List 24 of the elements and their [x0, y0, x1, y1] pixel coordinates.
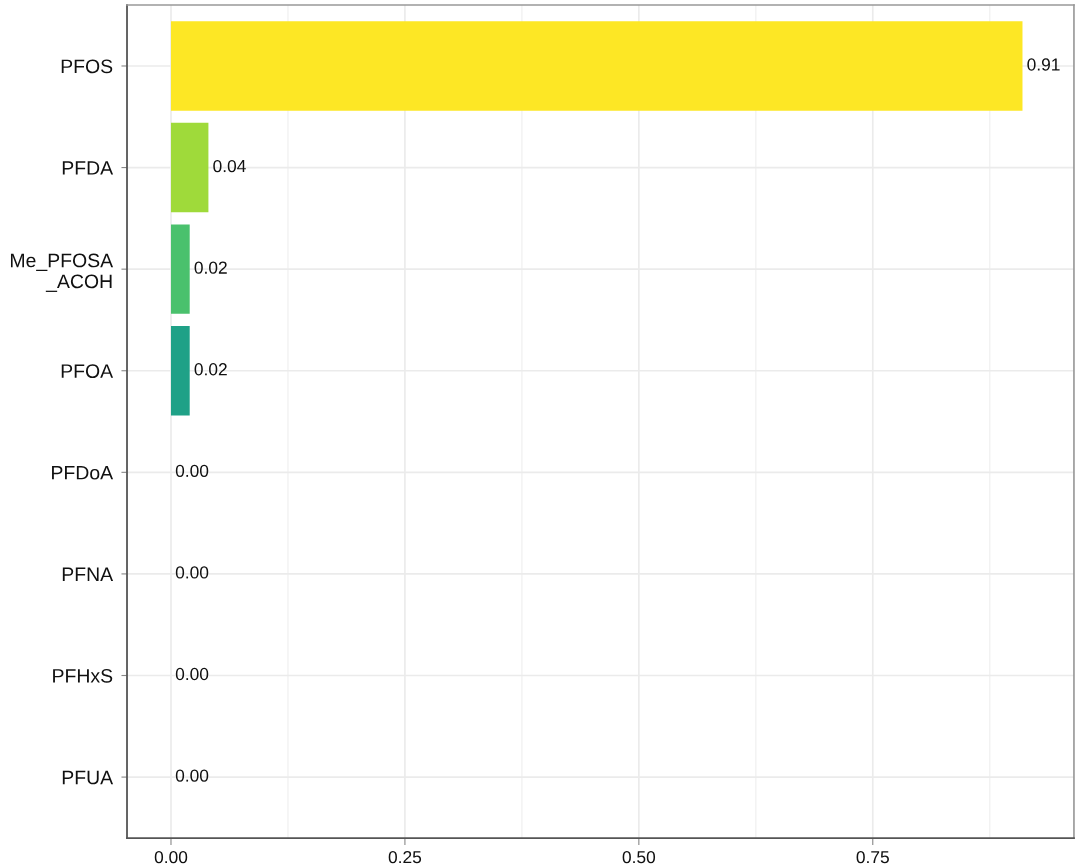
- data-label: 0.91: [1027, 58, 1060, 71]
- y-tick-label: PFUA: [62, 770, 114, 785]
- data-label: 0.02: [194, 261, 227, 274]
- y-tick-label: PFDA: [62, 161, 114, 175]
- data-label: 0.04: [213, 159, 246, 173]
- y-tick-label: PFHxS: [53, 668, 113, 683]
- bar: [170, 326, 190, 416]
- bar: [170, 224, 190, 314]
- data-label: 0.00: [175, 566, 209, 579]
- bar: [170, 122, 209, 213]
- data-label: 0.00: [175, 769, 209, 782]
- y-tick-label: PFNA: [62, 567, 114, 581]
- data-label: 0.00: [175, 667, 209, 681]
- y-tick-label: PFOA: [61, 364, 114, 378]
- data-label: 0.02: [194, 363, 227, 376]
- y-tick-label: PFOS: [61, 59, 113, 74]
- bar: [170, 21, 1023, 111]
- x-tick-label: 0.00: [154, 851, 188, 864]
- x-tick-label: 0.25: [388, 851, 422, 864]
- y-tick-label: PFDoA: [52, 466, 114, 480]
- y-tick-label: Me_PFOSA _ACOH: [10, 253, 114, 292]
- x-tick-label: 0.75: [856, 851, 889, 864]
- data-label: 0.00: [175, 464, 209, 477]
- x-tick-label: 0.50: [622, 851, 656, 864]
